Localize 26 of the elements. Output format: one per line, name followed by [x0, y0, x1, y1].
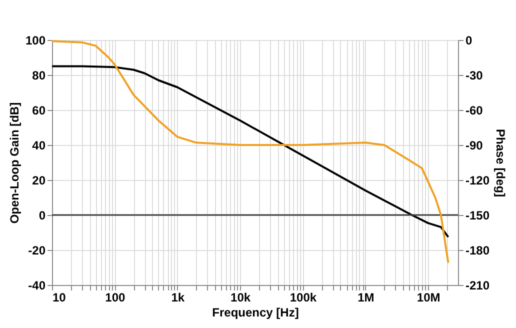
y2-axis-title: Phase [deg] [494, 128, 508, 198]
y-tick-label: 40 [32, 138, 46, 152]
y2-tick-label: -210 [466, 278, 490, 292]
x-tick-label: 1M [358, 290, 374, 304]
y-tick-label: 20 [32, 174, 46, 188]
x-axis-title: Frequency [Hz] [212, 306, 299, 320]
y2-tick-label: -90 [466, 138, 484, 152]
y2-tick-label: -150 [466, 208, 490, 222]
x-tick-label: 10 [52, 290, 66, 304]
y-tick-label: 0 [38, 208, 46, 222]
x-tick-label: 100k [290, 290, 317, 304]
y-tick-label: 60 [32, 104, 46, 118]
y-tick-label: 100 [25, 34, 46, 48]
y2-tick-label: -180 [466, 244, 490, 258]
y2-tick-label: -60 [466, 104, 484, 118]
x-tick-label: 1k [171, 290, 185, 304]
y-tick-label: -20 [28, 244, 46, 258]
y-axis-title: Open-Loop Gain [dB] [7, 102, 22, 224]
y-tick-label: -40 [28, 278, 46, 292]
y2-tick-label: 0 [466, 34, 472, 48]
y2-tick-label: -120 [466, 174, 490, 188]
x-tick-label: 10k [230, 290, 251, 304]
y2-tick-label: -30 [466, 68, 484, 82]
y-tick-label: 80 [32, 68, 46, 82]
x-tick-label: 10M [416, 290, 440, 304]
x-tick-label: 100 [105, 290, 126, 304]
